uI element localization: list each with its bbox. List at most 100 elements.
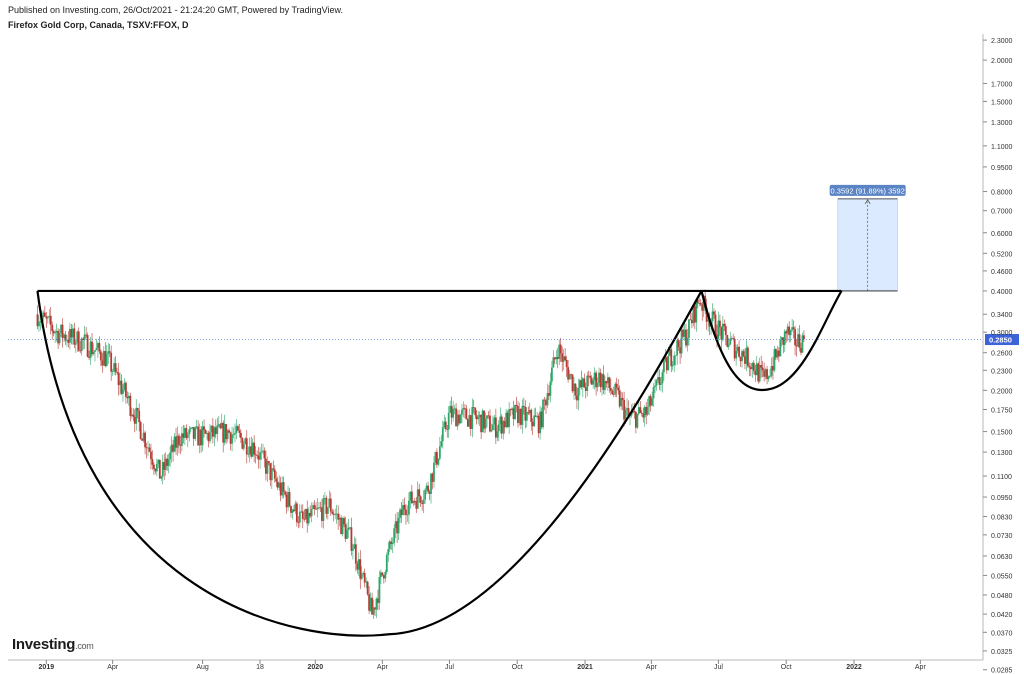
candle-body [583,378,586,388]
candle-body [679,347,682,354]
candle-body [668,349,671,356]
candle-body [244,438,247,445]
candle-body [229,432,232,444]
candle-body [627,408,630,416]
candle-body [126,396,129,399]
y-tick-label: 0.4600 [991,269,1013,276]
candle-body [685,329,687,346]
y-tick-label: 0.1300 [991,450,1013,457]
candle-body [515,404,518,407]
candle-body [447,412,450,430]
candle-body [599,372,602,388]
candle-body [747,347,749,367]
candle-body [596,383,599,388]
candle-body [761,367,764,371]
candle-body [357,559,360,570]
candle-body [175,436,177,448]
candle-body [61,324,64,339]
candle-body [593,372,596,381]
candle-body [682,329,684,337]
candle-body [665,357,668,371]
candle-body [497,424,500,432]
candle-body [51,324,54,332]
candle-body [114,363,117,373]
candle-body [785,331,788,334]
candle-body [234,432,236,435]
candle-body [393,528,396,543]
candle-body [543,399,546,401]
candle-body [724,326,727,336]
candle-body [176,435,179,448]
candle-body [803,335,805,340]
candle-body [380,572,382,578]
candle-body [145,447,148,449]
candle-body [122,389,124,394]
candle-body [453,408,456,410]
last-price-line: 0.2850 [8,334,1019,346]
candle-body [508,409,511,428]
candle-body [565,359,568,368]
candle-body [133,416,136,424]
candle-body [132,414,135,417]
candle-body [671,365,674,367]
candle-body [492,424,494,431]
candle-body [54,332,57,334]
candle-body [83,334,86,340]
candle-body [556,356,559,359]
candle-body [640,412,643,414]
candle-body [141,438,144,441]
candle-body [564,356,567,360]
candle-body [406,514,409,516]
candle-body [108,351,111,353]
candle-body [773,349,776,371]
candle-body [321,507,323,521]
candle-body [89,341,92,358]
candle-body [772,366,774,371]
candle-body [254,454,257,456]
candle-body [262,450,264,452]
candle-body [632,411,634,413]
candle-body [120,380,123,394]
candle-body [794,329,796,346]
candle-body [545,400,547,406]
candle-body [456,414,459,427]
candle-body [800,347,802,353]
candle-body [412,501,415,504]
candle-body [368,594,371,611]
x-tick-label: 2021 [577,664,593,671]
candle-body [757,363,760,382]
y-tick-label: 0.0730 [991,533,1013,540]
x-tick-label: Apr [107,664,119,671]
candle-body [136,407,139,411]
candle-body [338,517,341,520]
candle-body [649,396,652,406]
candle-body [437,458,440,465]
candle-body [660,383,662,385]
candle-body [636,413,639,428]
candle-body [723,323,726,327]
candle-body [403,504,406,510]
candle-body [577,388,580,401]
candle-body [720,327,723,340]
candle-body [461,409,463,415]
candle-body [751,362,754,370]
candle-body [692,306,695,324]
y-tick-label: 0.0550 [991,573,1013,580]
candle-body [270,468,273,481]
candle-body [789,330,792,336]
candle-body [222,422,225,443]
candle-body [307,512,310,524]
candle-body [185,428,188,438]
y-tick-label: 1.5000 [991,99,1013,106]
y-tick-label: 0.8000 [991,190,1013,197]
candle-body [172,444,174,452]
candle-body [85,334,88,336]
candle-body [648,396,651,407]
candle-body [213,427,216,437]
candle-body [281,482,284,496]
candle-body [424,489,427,500]
candle-body [39,320,42,323]
candle-body [661,372,664,384]
candle-body [157,459,160,464]
